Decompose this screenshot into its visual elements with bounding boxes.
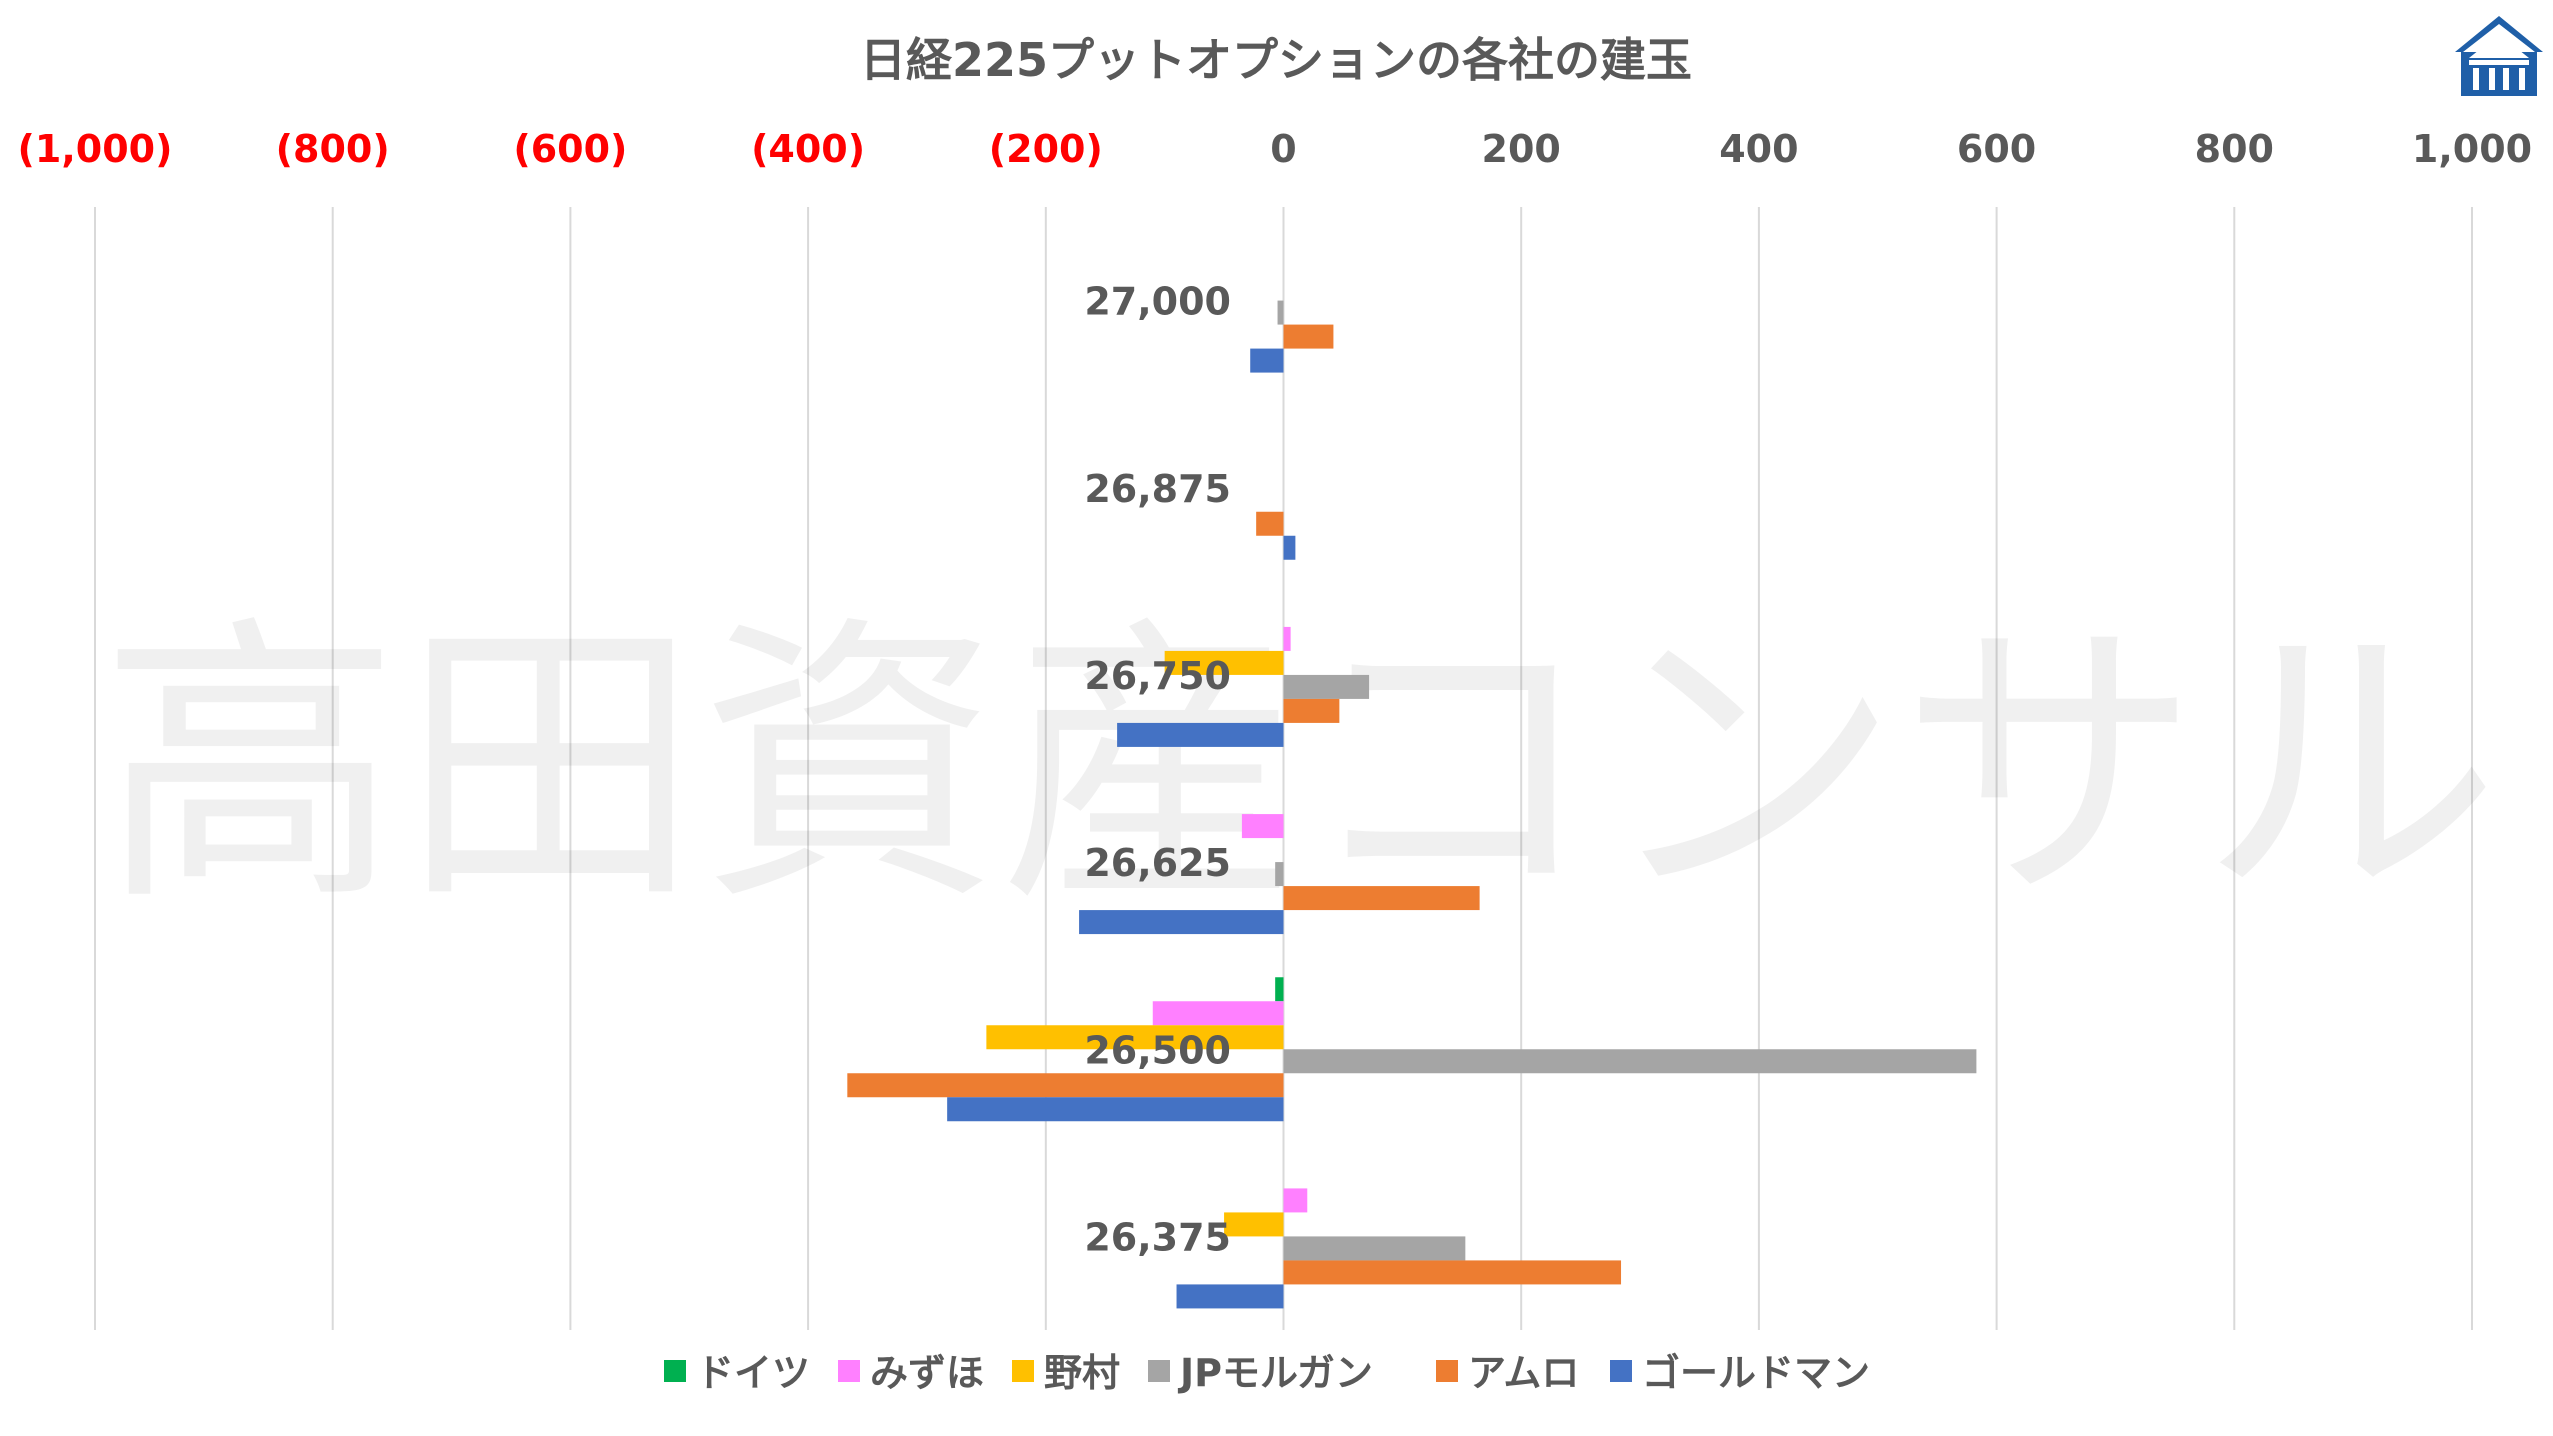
x-tick-label: (1,000) — [18, 127, 173, 171]
legend-label: ゴールドマン — [1642, 1351, 1870, 1395]
legend-swatch — [1610, 1360, 1632, 1382]
bar — [1275, 862, 1284, 887]
x-tick-label: 600 — [1957, 127, 2036, 171]
bar — [1117, 722, 1284, 747]
legend-swatch — [664, 1360, 686, 1382]
bar — [1283, 626, 1291, 651]
x-tick-label: (400) — [751, 127, 865, 171]
legend-swatch — [1436, 1360, 1458, 1382]
x-axis-tick-labels: (1,000) (800) (600) (400) (200) 0 200 400 600 800… — [18, 127, 2533, 171]
bar — [1283, 886, 1480, 911]
bar — [1277, 300, 1284, 325]
category-labels: 27,000 26,875 26,750 26,625 26,500 26,375 — [1084, 280, 1231, 1260]
legend-label: 野村 — [1044, 1351, 1120, 1395]
gridlines — [94, 207, 2473, 1330]
house-logo-icon — [2455, 16, 2543, 96]
x-tick-label: 400 — [1719, 127, 1798, 171]
category-label: 26,500 — [1084, 1028, 1231, 1072]
legend-label: みずほ — [870, 1351, 984, 1395]
x-tick-label: (800) — [276, 127, 390, 171]
bar — [947, 1097, 1284, 1122]
category-label: 26,750 — [1084, 654, 1231, 698]
watermark: 高田資産コンサル — [100, 592, 2500, 941]
bar — [1283, 324, 1334, 349]
category-label: 26,625 — [1084, 841, 1231, 885]
legend-label: JPモルガン — [1177, 1351, 1373, 1395]
legend: ドイツ みずほ 野村 JPモルガン アムロ ゴールドマン — [664, 1351, 1870, 1395]
bar — [1176, 1284, 1284, 1309]
bar — [1283, 1049, 1977, 1074]
legend-swatch — [1012, 1360, 1034, 1382]
bar — [1164, 650, 1284, 675]
x-tick-label: (600) — [513, 127, 627, 171]
legend-swatch — [838, 1360, 860, 1382]
bar — [1152, 1001, 1284, 1026]
bar — [1283, 1260, 1622, 1285]
bar — [1250, 348, 1284, 373]
x-tick-label: 200 — [1482, 127, 1561, 171]
bar — [1275, 977, 1284, 1002]
legend-swatch — [1148, 1360, 1170, 1382]
bars — [847, 300, 1977, 1309]
legend-label: ドイツ — [696, 1351, 810, 1395]
bar — [1283, 1188, 1308, 1213]
bar — [1283, 674, 1370, 699]
category-label: 26,875 — [1084, 467, 1231, 511]
legend-label: アムロ — [1468, 1351, 1579, 1395]
x-tick-label: (200) — [989, 127, 1103, 171]
bar — [847, 1073, 1284, 1098]
bar — [1256, 511, 1284, 536]
bar — [1283, 698, 1340, 723]
x-tick-label: 800 — [2195, 127, 2274, 171]
bar — [1241, 814, 1284, 839]
bar — [1079, 910, 1284, 935]
category-label: 27,000 — [1084, 280, 1231, 324]
bar — [1283, 535, 1296, 560]
bar — [1224, 1212, 1284, 1237]
x-tick-label: 0 — [1270, 127, 1296, 171]
category-label: 26,375 — [1084, 1215, 1231, 1259]
bar — [986, 1025, 1284, 1050]
chart-title: 日経225プットオプションの各社の建玉 — [860, 33, 1692, 87]
x-tick-label: 1,000 — [2412, 127, 2532, 171]
bar — [1283, 1236, 1466, 1261]
